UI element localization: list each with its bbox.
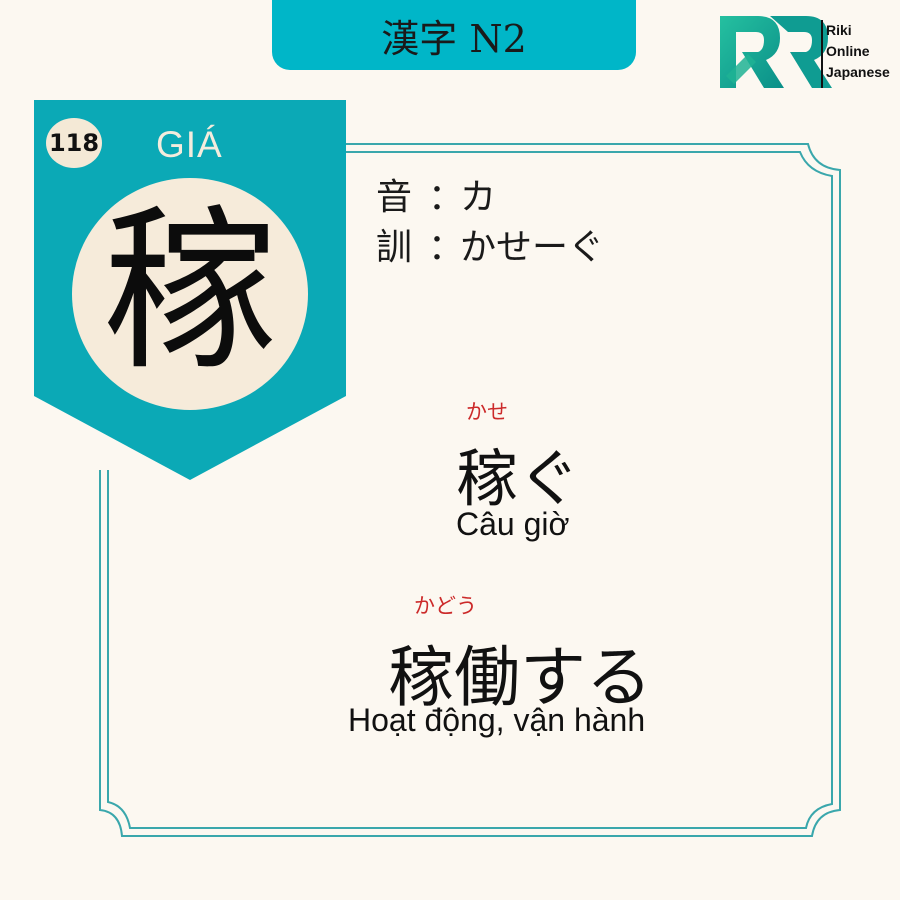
- logo-line-1: Riki: [826, 22, 852, 38]
- riki-logo-icon: [720, 16, 832, 88]
- on-reading-row: 音 ：カ: [376, 168, 496, 220]
- kanji-number-badge: 118: [46, 118, 102, 168]
- kun-reading-separator: ：: [428, 227, 465, 268]
- han-viet-reading: GIÁ: [156, 124, 223, 165]
- vocab-1-word: 稼ぐ: [456, 442, 581, 515]
- kanji-character: 稼: [101, 189, 278, 394]
- header-tab: 漢字 N2: [272, 0, 636, 70]
- on-reading-value: カ: [460, 177, 497, 218]
- logo-text: Riki Online Japanese: [826, 20, 890, 83]
- kun-reading-row: 訓 ：かせーぐ: [376, 218, 604, 270]
- on-reading-label: 音: [376, 177, 413, 218]
- vocab-1-meaning: Câu giờ: [456, 506, 570, 542]
- kun-reading-value: かせーぐ: [460, 227, 605, 268]
- on-reading-separator: ：: [428, 177, 465, 218]
- vocab-2-meaning: Hoạt động, vận hành: [348, 702, 646, 738]
- kun-reading-label: 訓: [376, 227, 413, 268]
- header-title: 漢字 N2: [381, 16, 527, 61]
- logo-line-2: Online: [826, 43, 870, 59]
- kanji-circle: 稼: [72, 178, 308, 410]
- vocab-1-furigana: かせ: [466, 400, 508, 424]
- vocab-2-word: 稼働する: [388, 639, 652, 716]
- logo-line-3: Japanese: [826, 64, 890, 80]
- vocab-2-furigana: かどう: [414, 594, 477, 618]
